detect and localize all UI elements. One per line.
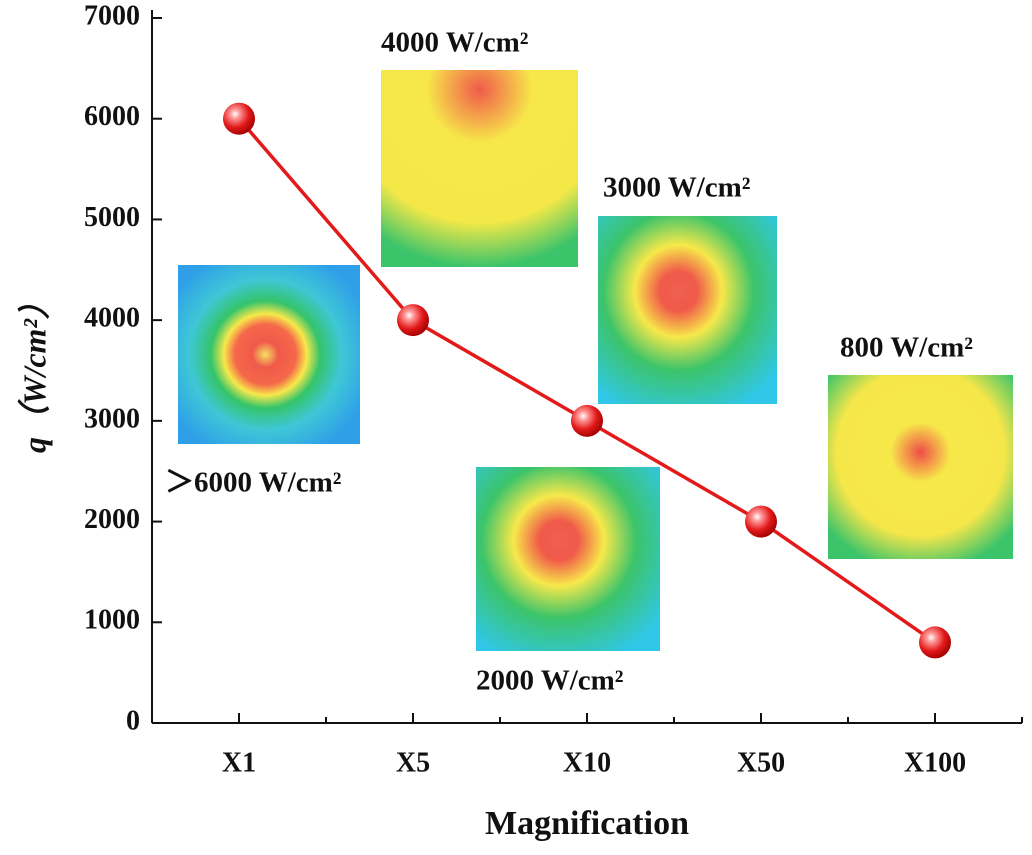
marker — [397, 304, 429, 337]
marker — [919, 626, 951, 659]
heatmap-inset — [178, 265, 360, 444]
y-tick-label: 4000 — [84, 303, 140, 334]
y-tick-label: 5000 — [84, 202, 140, 233]
x-tick-label: X5 — [396, 747, 430, 778]
heatmap-inset — [598, 216, 777, 404]
annotation: 800 W/cm² — [840, 332, 973, 364]
y-axis-label: q（W/cm²） — [16, 287, 52, 453]
y-tick-label: 6000 — [84, 101, 140, 132]
heatmap-inset — [828, 375, 1013, 559]
y-tick-label: 2000 — [84, 504, 140, 535]
annotation: 3000 W/cm² — [603, 172, 751, 204]
x-tick-label: X50 — [737, 747, 785, 778]
insets — [178, 70, 1013, 651]
heatmap-inset — [381, 70, 578, 267]
y-tick-label: 1000 — [84, 605, 140, 636]
x-tick-label: X10 — [563, 747, 611, 778]
annotation: 4000 W/cm² — [381, 27, 529, 59]
marker — [571, 404, 603, 437]
annotation: 2000 W/cm² — [476, 665, 624, 697]
x-tick-label: X1 — [222, 747, 256, 778]
annotation: ＞6000 W/cm² — [165, 467, 342, 499]
heatmap-inset — [476, 467, 660, 651]
y-tick-label: 0 — [126, 705, 140, 736]
x-axis-label: Magnification — [485, 805, 689, 842]
x-tick-label: X100 — [904, 747, 966, 778]
y-tick-label: 7000 — [84, 0, 140, 31]
marker — [745, 505, 777, 538]
y-tick-label: 3000 — [84, 403, 140, 434]
marker — [223, 102, 255, 135]
